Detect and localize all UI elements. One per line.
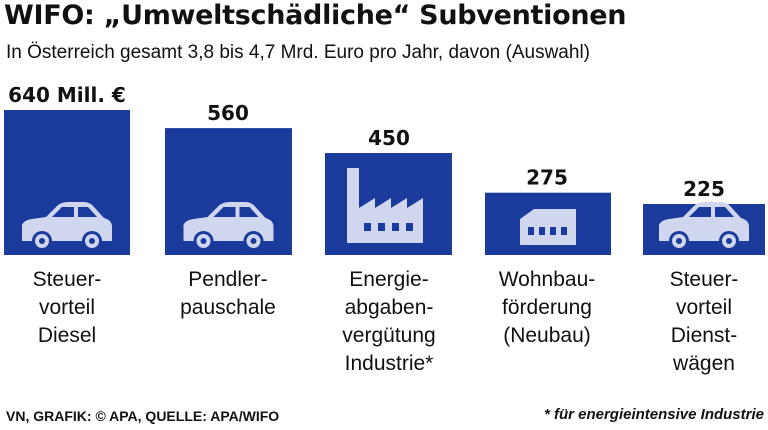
bar-group: 560 Pendler-pauschale [165, 101, 292, 319]
car-wheel-hub [200, 238, 207, 244]
category-label: Energie- [349, 268, 428, 291]
car-window-rear [239, 207, 259, 217]
category-label: vorteil [39, 296, 95, 319]
category-label: Dienst- [671, 324, 738, 347]
car-icon [659, 202, 749, 251]
footnote: * für energieintensive Industrie [543, 406, 764, 423]
bar-group: 450 Energie-abgaben-vergütung Industrie* [325, 126, 452, 375]
car-window-front [213, 207, 236, 217]
category-label: förderung [502, 296, 592, 319]
factory-chimney [347, 168, 359, 243]
car-wheel-hub [89, 238, 95, 244]
bar-group: 275 Wohnbau-förderung (Neubau) [485, 166, 611, 347]
chart-subtitle: In Österreich gesamt 3,8 bis 4,7 Mrd. Eu… [6, 42, 590, 63]
category-label: vorteil [676, 296, 732, 319]
car-wheel-hub [250, 238, 257, 244]
bar-group: 225 Steuer-vorteil Dienst-wägen [643, 177, 765, 375]
car-window-rear [78, 207, 97, 217]
car-icon [22, 202, 112, 251]
factory-window [392, 223, 399, 231]
category-label: Pendler- [188, 268, 267, 291]
data-label: 450 [368, 126, 410, 150]
house-window [550, 227, 556, 235]
category-label: vergütung [342, 324, 435, 347]
house-body [520, 209, 576, 245]
chart-title: WIFO: „Umweltschädliche“ Subventionen [4, 0, 627, 31]
data-label: 640 Mill. € [8, 83, 126, 107]
factory-window [364, 223, 371, 231]
house-window [528, 227, 534, 235]
factory-hall [359, 198, 423, 243]
factory-icon [347, 168, 423, 243]
house-icon [520, 209, 576, 245]
category-label: Steuer- [670, 268, 739, 291]
category-label: wägen [672, 352, 735, 375]
car-window-rear [715, 207, 734, 217]
car-wheel-hub [726, 238, 732, 244]
factory-window [378, 223, 385, 231]
data-label: 560 [207, 101, 249, 125]
category-label: Diesel [38, 324, 96, 347]
source-credit: VN, GRAFIK: © APA, QUELLE: APA/WIFO [6, 408, 280, 424]
data-label: 275 [526, 166, 568, 190]
category-label: pauschale [180, 296, 276, 319]
data-label: 225 [683, 177, 725, 201]
factory-window [406, 223, 413, 231]
car-window-front [689, 207, 711, 217]
car-wheel-hub [676, 238, 682, 244]
category-label: Wohnbau- [499, 268, 596, 291]
category-label: (Neubau) [503, 324, 591, 347]
house-window [539, 227, 545, 235]
category-label: abgaben- [345, 296, 434, 319]
bar-group: 640 Mill. € Steuer-vorteil Diesel [4, 83, 130, 347]
category-label: Industrie* [345, 352, 434, 375]
car-wheel-hub [39, 238, 45, 244]
car-window-front [52, 207, 74, 217]
car-icon [183, 202, 274, 251]
category-label: Steuer- [33, 268, 102, 291]
house-window [561, 227, 567, 235]
